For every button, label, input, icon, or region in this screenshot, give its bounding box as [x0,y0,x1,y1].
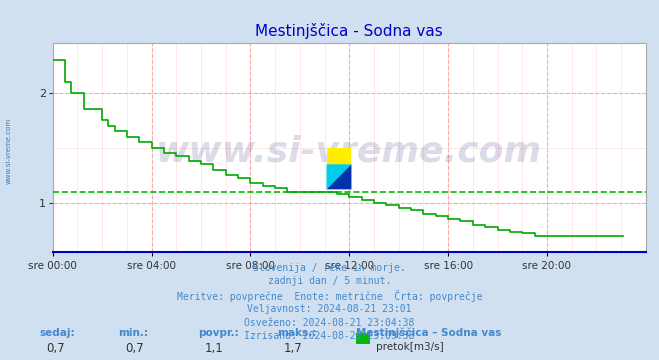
Text: zadnji dan / 5 minut.: zadnji dan / 5 minut. [268,276,391,287]
Polygon shape [327,164,351,189]
Text: Slovenija / reke in morje.: Slovenija / reke in morje. [253,263,406,273]
FancyBboxPatch shape [327,148,351,173]
Text: 1,1: 1,1 [204,342,223,355]
Text: sedaj:: sedaj: [40,328,75,338]
Text: Mestinjščica – Sodna vas: Mestinjščica – Sodna vas [356,328,501,338]
Text: povpr.:: povpr.: [198,328,239,338]
Text: Veljavnost: 2024-08-21 23:01: Veljavnost: 2024-08-21 23:01 [247,304,412,314]
Text: www.si-vreme.com: www.si-vreme.com [5,118,12,184]
Text: Meritve: povprečne  Enote: metrične  Črta: povprečje: Meritve: povprečne Enote: metrične Črta:… [177,290,482,302]
Text: 1,7: 1,7 [283,342,302,355]
Title: Mestinjščica - Sodna vas: Mestinjščica - Sodna vas [256,23,443,39]
Text: Osveženo: 2024-08-21 23:04:38: Osveženo: 2024-08-21 23:04:38 [244,318,415,328]
Text: min.:: min.: [119,328,149,338]
Text: 0,7: 0,7 [125,342,144,355]
Text: Izrisano: 2024-08-21 23:09:38: Izrisano: 2024-08-21 23:09:38 [244,331,415,341]
Text: pretok[m3/s]: pretok[m3/s] [376,342,444,352]
Text: 0,7: 0,7 [46,342,65,355]
Text: www.si-vreme.com: www.si-vreme.com [156,135,542,169]
Text: maks.:: maks.: [277,328,316,338]
Polygon shape [327,164,351,189]
